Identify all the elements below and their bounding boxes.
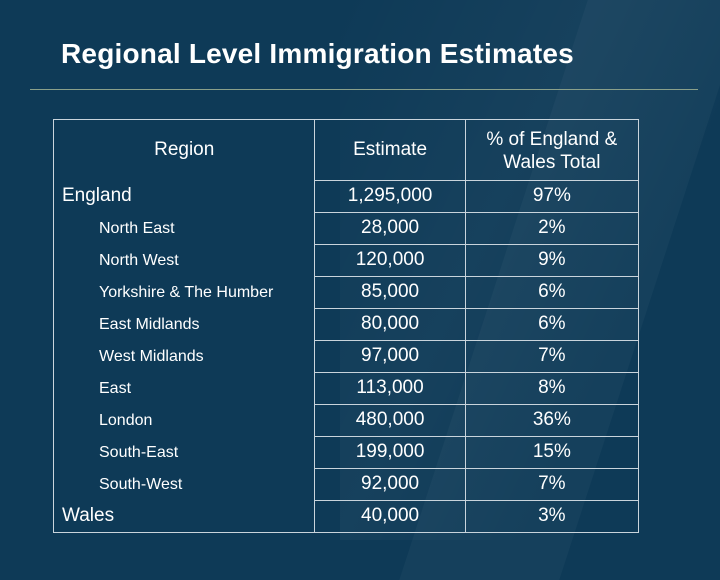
region-cell: London [52,404,316,437]
region-cell: East [52,372,316,405]
estimate-cell: 1,295,000 [314,180,466,213]
region-cell: East Midlands [52,308,316,341]
region-cell: South-East [52,436,316,469]
percent-cell: 15% [464,436,640,469]
estimate-cell: 97,000 [314,340,466,373]
estimate-cell: 40,000 [314,500,466,533]
header-row: Region Estimate % of England & Wales Tot… [52,119,640,181]
table-row: Yorkshire & The Humber 85,000 6% [52,276,640,309]
estimate-cell: 85,000 [314,276,466,309]
region-cell: Wales [52,500,316,533]
percent-cell: 6% [464,276,640,309]
estimate-cell: 113,000 [314,372,466,405]
table-row: East Midlands 80,000 6% [52,308,640,341]
table-row: North East 28,000 2% [52,212,640,245]
table-row: South-East 199,000 15% [52,436,640,469]
table-row: North West 120,000 9% [52,244,640,277]
estimate-cell: 480,000 [314,404,466,437]
region-cell: Yorkshire & The Humber [52,276,316,309]
header-percent-line1: % of England & [486,129,618,151]
region-cell: North West [52,244,316,277]
percent-cell: 36% [464,404,640,437]
table-row: London 480,000 36% [52,404,640,437]
header-estimate: Estimate [314,119,466,181]
percent-cell: 9% [464,244,640,277]
region-cell: West Midlands [52,340,316,373]
immigration-table: Region Estimate % of England & Wales Tot… [52,119,640,533]
title-divider [30,89,698,90]
slide-title: Regional Level Immigration Estimates [61,38,574,69]
region-cell: North East [52,212,316,245]
percent-cell: 6% [464,308,640,341]
region-cell: South-West [52,468,316,501]
estimate-cell: 199,000 [314,436,466,469]
estimate-cell: 92,000 [314,468,466,501]
header-percent: % of England & Wales Total [464,119,640,181]
percent-cell: 3% [464,500,640,533]
header-percent-line2: Wales Total [503,152,601,173]
percent-cell: 7% [464,340,640,373]
estimate-cell: 28,000 [314,212,466,245]
percent-cell: 97% [464,180,640,213]
header-region: Region [52,119,316,181]
table-row: West Midlands 97,000 7% [52,340,640,373]
percent-cell: 8% [464,372,640,405]
table-row: South-West 92,000 7% [52,468,640,501]
estimate-cell: 120,000 [314,244,466,277]
region-cell: England [52,180,316,213]
estimate-cell: 80,000 [314,308,466,341]
percent-cell: 7% [464,468,640,501]
table-row: East 113,000 8% [52,372,640,405]
table-row: Wales 40,000 3% [52,500,640,533]
table-row: England 1,295,000 97% [52,180,640,213]
percent-cell: 2% [464,212,640,245]
